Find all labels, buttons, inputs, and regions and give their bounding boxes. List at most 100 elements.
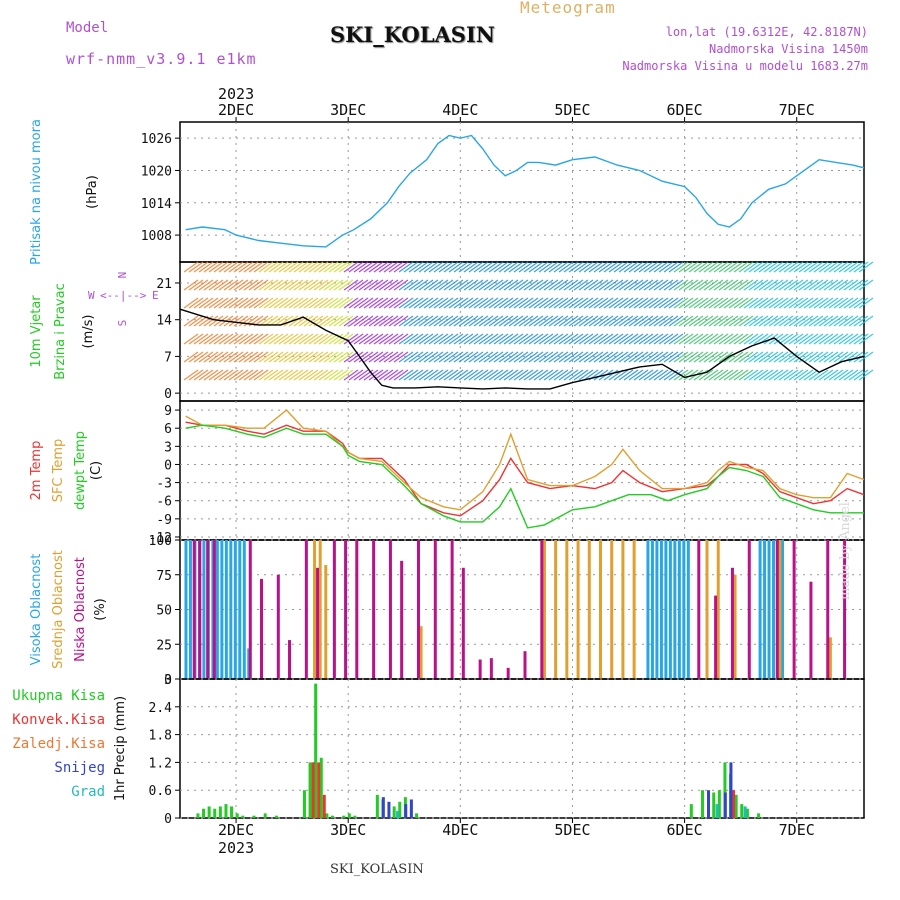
clouds-bar-visoka-oblacnost	[659, 540, 663, 679]
wind-barb	[283, 369, 299, 381]
wind-barb	[403, 315, 419, 327]
wind-barb	[593, 315, 609, 327]
wind-barb	[588, 279, 604, 291]
wind-barb	[638, 297, 654, 309]
wind-barb	[363, 279, 379, 291]
wind-barb	[638, 315, 654, 327]
wind-barb	[273, 369, 289, 381]
wind-barb	[813, 261, 829, 273]
wind-compass-label: W	[88, 289, 95, 302]
wind-barb	[848, 279, 864, 291]
wind-barb	[378, 333, 394, 345]
wind-barb	[308, 297, 324, 309]
wind-barb	[763, 297, 779, 309]
wind-barb	[298, 315, 314, 327]
wind-barb	[473, 261, 489, 273]
wind-barb	[388, 261, 404, 273]
wind-barb	[753, 261, 769, 273]
wind-barb	[288, 297, 304, 309]
wind-barb	[758, 351, 774, 363]
wind-barb	[583, 261, 599, 273]
wind-barb	[813, 333, 829, 345]
wind-barb	[833, 333, 849, 345]
wind-barb	[568, 279, 584, 291]
clouds-bar-niska-oblacnost	[355, 540, 359, 679]
clouds-bar-visoka-oblacnost	[650, 540, 654, 679]
wind-barb	[233, 261, 249, 273]
wind-barb	[668, 333, 684, 345]
wind-barb	[858, 279, 874, 291]
wind-barb	[513, 279, 529, 291]
wind-barb	[368, 351, 384, 363]
wind-barb	[708, 369, 724, 381]
wind-barb	[568, 315, 584, 327]
precip-ytick-label: 0	[164, 812, 172, 827]
wind-barb	[253, 351, 269, 363]
clouds-bar-srednja-oblacnost	[565, 540, 569, 679]
wind-barb	[243, 315, 259, 327]
wind-barb	[218, 279, 234, 291]
wind-barb	[263, 279, 279, 291]
wind-barb	[818, 279, 834, 291]
wind-barb	[533, 369, 549, 381]
wind-barb	[823, 261, 839, 273]
wind-barb	[698, 261, 714, 273]
clouds-bar-niska-oblacnost	[775, 540, 779, 679]
wind-barb	[658, 351, 674, 363]
wind-barb	[598, 261, 614, 273]
wind-compass-label: S	[116, 320, 129, 327]
wind-barb	[663, 315, 679, 327]
wind-barb	[393, 315, 409, 327]
x-axis-top-label: 7DEC	[779, 101, 815, 119]
wind-barb	[838, 279, 854, 291]
precip-bar-ukupna-kisa	[213, 808, 217, 818]
wind-barb	[418, 261, 434, 273]
clouds-ylabel: Visoka Oblacnost	[29, 554, 44, 666]
wind-barb	[843, 333, 859, 345]
wind-barb	[588, 261, 604, 273]
clouds-bar-visoka-oblacnost	[220, 540, 224, 679]
precip-bar-ukupna-kisa	[196, 813, 200, 818]
wind-barb	[653, 297, 669, 309]
wind-barb	[403, 297, 419, 309]
wind-barb	[438, 261, 454, 273]
temperature-series-sfc-temp	[185, 409, 865, 511]
wind-barb	[563, 315, 579, 327]
wind-barb	[368, 333, 384, 345]
wind-barb	[423, 315, 439, 327]
wind-barb	[613, 333, 629, 345]
wind-barb	[503, 315, 519, 327]
precip-bar-grad	[715, 804, 719, 818]
wind-barb	[498, 351, 514, 363]
wind-barb	[343, 279, 359, 291]
clouds-bar-visoka-oblacnost	[224, 540, 228, 679]
wind-barb	[613, 369, 629, 381]
wind-barb	[388, 315, 404, 327]
wind-barb	[428, 369, 444, 381]
wind-barb	[793, 369, 809, 381]
precip-bar-ukupna-kisa	[734, 794, 738, 818]
wind-barb	[348, 315, 364, 327]
wind-barb	[378, 351, 394, 363]
wind-barb	[343, 369, 359, 381]
wind-barb	[823, 279, 839, 291]
wind-barb	[338, 279, 354, 291]
wind-barb	[798, 315, 814, 327]
wind-barb	[638, 279, 654, 291]
wind-barb	[413, 351, 429, 363]
wind-barb	[183, 261, 199, 273]
wind-barb	[733, 369, 749, 381]
temperature-ytick-label: 9	[164, 404, 172, 419]
clouds-bar-visoka-oblacnost	[772, 540, 776, 679]
precip-bar-ukupna-kisa	[319, 757, 323, 818]
wind-barb	[473, 351, 489, 363]
wind-barb	[758, 315, 774, 327]
wind-barb	[458, 351, 474, 363]
wind-barb	[323, 333, 339, 345]
wind-barb	[823, 351, 839, 363]
wind-barb	[503, 279, 519, 291]
wind-barb	[238, 333, 254, 345]
wind-barb	[328, 333, 344, 345]
wind-barb	[228, 297, 244, 309]
wind-barb	[643, 279, 659, 291]
